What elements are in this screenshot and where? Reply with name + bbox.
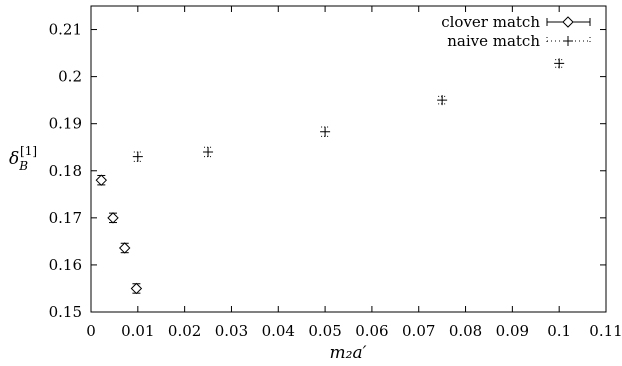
data-point: [119, 242, 131, 254]
marker-diamond: [130, 282, 143, 295]
marker-plus: [132, 151, 143, 162]
data-point: [107, 212, 119, 224]
data-point: [554, 58, 565, 69]
data-point: [203, 146, 214, 158]
legend-label: naive match: [447, 32, 540, 50]
x-tick-label: 0.08: [449, 322, 482, 340]
x-tick-label: 0.06: [355, 322, 388, 340]
series-naive-match: [132, 58, 565, 162]
marker-plus: [320, 126, 331, 137]
data-point: [320, 126, 331, 137]
y-tick-label: 0.21: [49, 21, 82, 39]
plot-frame: [90, 5, 607, 313]
data-points: [95, 58, 565, 295]
marker-diamond: [107, 212, 119, 224]
series-clover-match: [95, 174, 143, 295]
x-tick-label: 0.09: [496, 322, 529, 340]
marker-diamond: [95, 174, 108, 186]
x-tick-label: 0.03: [215, 322, 248, 340]
x-tick-label: 0.04: [262, 322, 295, 340]
x-tick-label: 0.02: [168, 322, 201, 340]
marker-plus: [554, 58, 565, 69]
x-tick-label: 0.11: [589, 322, 622, 340]
axis-ticks: [90, 6, 607, 313]
legend-diamond-marker: [562, 16, 574, 28]
y-tick-label: 0.16: [49, 256, 82, 274]
y-tick-label: 0.15: [49, 303, 82, 321]
y-tick-label: 0.2: [58, 68, 82, 86]
y-axis-label: δB[1]: [9, 144, 37, 173]
legend-plus-marker: [563, 36, 573, 46]
x-tick-label: 0.07: [402, 322, 435, 340]
y-tick-label: 0.17: [49, 209, 82, 227]
marker-plus: [203, 146, 214, 157]
marker-diamond: [119, 242, 131, 254]
data-point: [132, 151, 143, 162]
y-tick-label: 0.19: [49, 115, 82, 133]
x-axis-label: m₂a′: [330, 343, 367, 363]
y-tick-label: 0.18: [49, 162, 82, 180]
data-point: [437, 95, 448, 106]
marker-plus: [437, 95, 448, 106]
x-tick-label: 0.1: [547, 322, 571, 340]
axis-tick-labels: 0 0.01 0.02 0.03 0.04 0.05 0.06 0.07 0.08 0.09 0.1…: [49, 21, 622, 340]
x-tick-label: 0: [86, 322, 96, 340]
legend-label: clover match: [441, 13, 540, 31]
data-point: [130, 282, 143, 295]
x-tick-label: 0.05: [308, 322, 341, 340]
x-tick-label: 0.01: [121, 322, 154, 340]
data-point: [95, 174, 108, 186]
